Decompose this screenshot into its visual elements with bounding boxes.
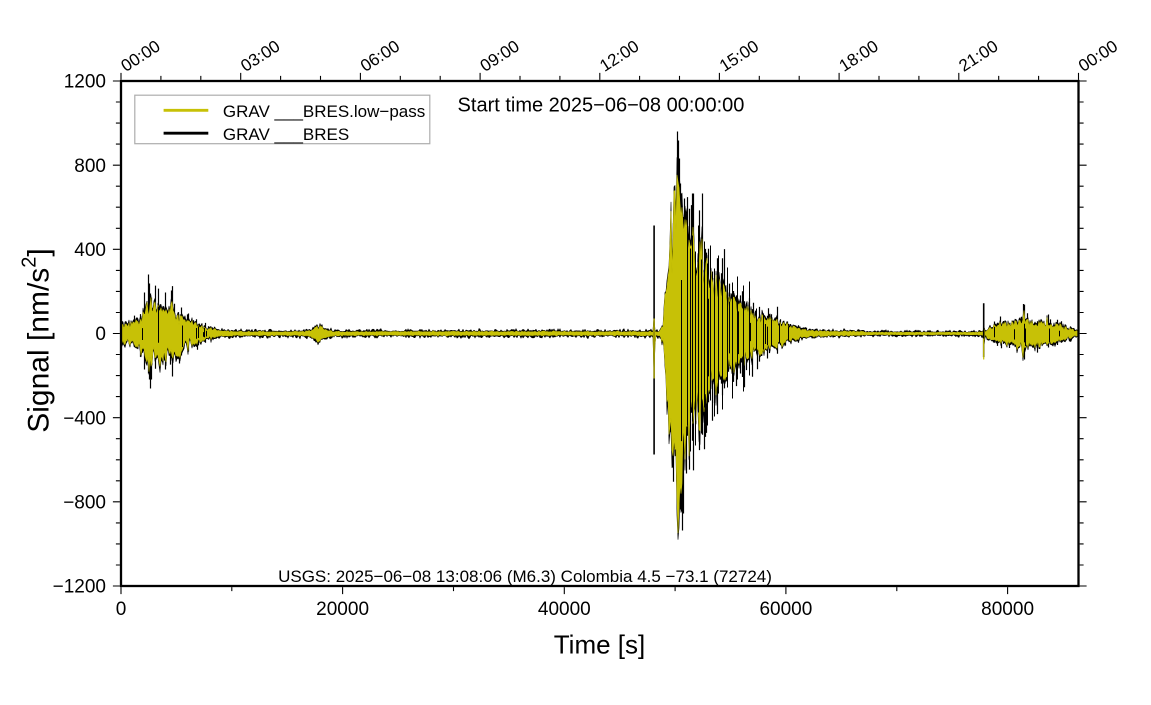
svg-text:0: 0	[116, 599, 127, 620]
svg-text:GRAV ___BRES: GRAV ___BRES	[223, 125, 349, 144]
svg-text:Signal [nm/s2]: Signal [nm/s2]	[19, 248, 56, 433]
svg-text:Time [s]: Time [s]	[554, 630, 645, 660]
svg-text:80000: 80000	[981, 599, 1034, 620]
svg-text:Start time 2025−06−08 00:00:00: Start time 2025−06−08 00:00:00	[458, 95, 745, 117]
svg-text:−400: −400	[63, 408, 106, 429]
svg-text:400: 400	[74, 240, 106, 261]
svg-text:20000: 20000	[316, 599, 369, 620]
svg-text:1200: 1200	[64, 72, 106, 93]
svg-text:USGS: 2025−06−08 13:08:06 (M6.: USGS: 2025−06−08 13:08:06 (M6.3) Colombi…	[278, 567, 772, 586]
svg-text:−1200: −1200	[53, 577, 106, 598]
svg-text:−800: −800	[63, 493, 106, 514]
svg-text:40000: 40000	[538, 599, 591, 620]
svg-text:60000: 60000	[759, 599, 812, 620]
svg-text:800: 800	[74, 156, 106, 177]
svg-text:GRAV ___BRES.low−pass: GRAV ___BRES.low−pass	[223, 102, 425, 121]
svg-text:0: 0	[95, 324, 106, 345]
